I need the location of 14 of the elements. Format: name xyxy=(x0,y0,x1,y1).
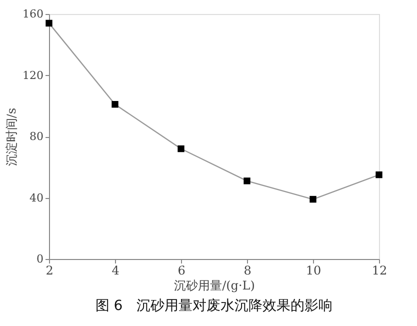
x-tick-label: 4 xyxy=(112,264,120,278)
y-axis-title: 沉淀时间/s xyxy=(4,108,19,166)
y-tick-label: 40 xyxy=(30,191,44,204)
x-tick-label: 10 xyxy=(306,264,322,278)
x-tick-label: 2 xyxy=(46,264,54,278)
x-tick-label: 12 xyxy=(372,264,388,278)
x-tick-label: 8 xyxy=(244,264,252,278)
x-axis-title: 沉砂用量/(g·L) xyxy=(174,278,255,292)
y-tick-label: 80 xyxy=(30,130,44,143)
y-tick-label: 160 xyxy=(22,8,44,20)
caption: 图 6 沉砂用量对废水沉降效果的影响 xyxy=(95,298,333,314)
y-tick-label: 0 xyxy=(36,252,44,266)
y-tick-label: 120 xyxy=(22,68,44,82)
x-tick-label: 6 xyxy=(178,264,186,278)
